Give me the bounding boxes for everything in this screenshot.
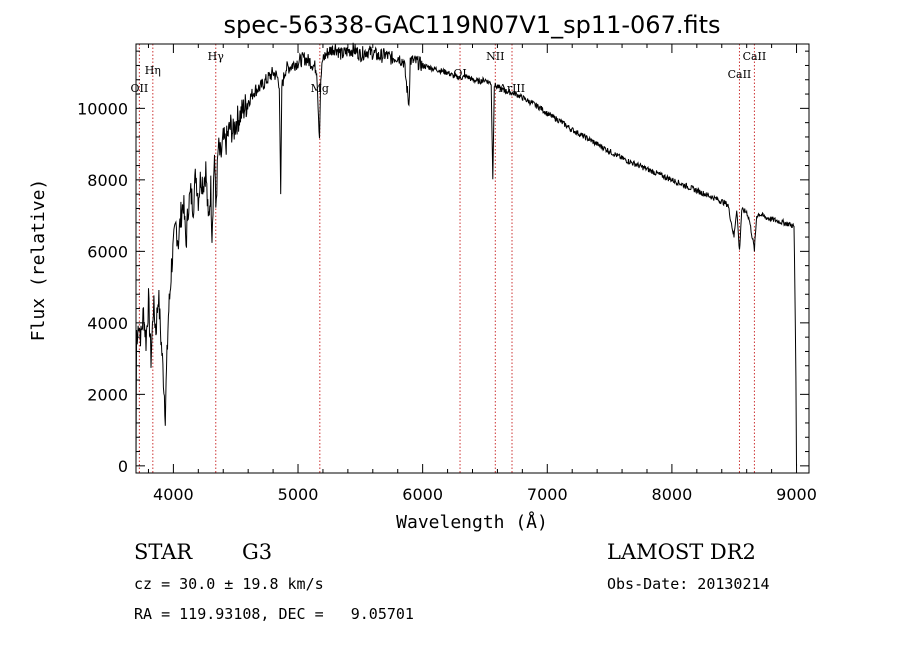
object-class: STAR <box>134 540 193 564</box>
coordinates: RA = 119.93108, DEC = 9.05701 <box>134 605 414 623</box>
x-tick-label: 8000 <box>652 485 693 504</box>
spectral-line-labels: OII Hη Hγ Mg OI NII ArIII CaII CaII <box>131 50 767 95</box>
chart-title: spec-56338-GAC119N07V1_sp11-067.fits <box>224 11 721 39</box>
axis-ticks: 4000 5000 6000 7000 8000 9000 0 2000 4000 6000 800… <box>77 44 817 504</box>
x-tick-label: 6000 <box>402 485 443 504</box>
object-subclass: G3 <box>242 540 272 564</box>
spectrum-series <box>135 42 797 466</box>
line-label-caii: CaII <box>728 68 752 81</box>
redshift-value: cz = 30.0 ± 19.8 km/s <box>134 575 324 593</box>
y-tick-label: 4000 <box>87 314 128 333</box>
x-tick-label: 5000 <box>278 485 319 504</box>
line-label-oi: OI <box>453 67 466 80</box>
x-axis-label: Wavelength (Å) <box>396 511 548 533</box>
survey-name: LAMOST DR2 <box>607 540 756 564</box>
y-tick-label: 10000 <box>77 99 128 118</box>
y-tick-label: 2000 <box>87 385 128 404</box>
line-label-ariii: ArIII <box>498 82 525 95</box>
y-tick-label: 0 <box>118 457 128 476</box>
observation-date: Obs-Date: 20130214 <box>607 575 770 593</box>
line-label-mg: Mg <box>311 82 329 95</box>
x-tick-label: 9000 <box>776 485 817 504</box>
y-tick-label: 8000 <box>87 171 128 190</box>
y-axis-label: Flux (relative) <box>28 179 49 342</box>
x-tick-label: 7000 <box>527 485 568 504</box>
line-label-caii: CaII <box>743 50 767 63</box>
line-label-oii: OII <box>131 82 149 95</box>
line-label-hγ: Hγ <box>208 50 225 63</box>
x-tick-label: 4000 <box>153 485 194 504</box>
line-label-hη: Hη <box>145 64 161 77</box>
spectrum-line <box>135 42 797 466</box>
y-tick-label: 6000 <box>87 242 128 261</box>
line-label-nii: NII <box>486 50 504 63</box>
